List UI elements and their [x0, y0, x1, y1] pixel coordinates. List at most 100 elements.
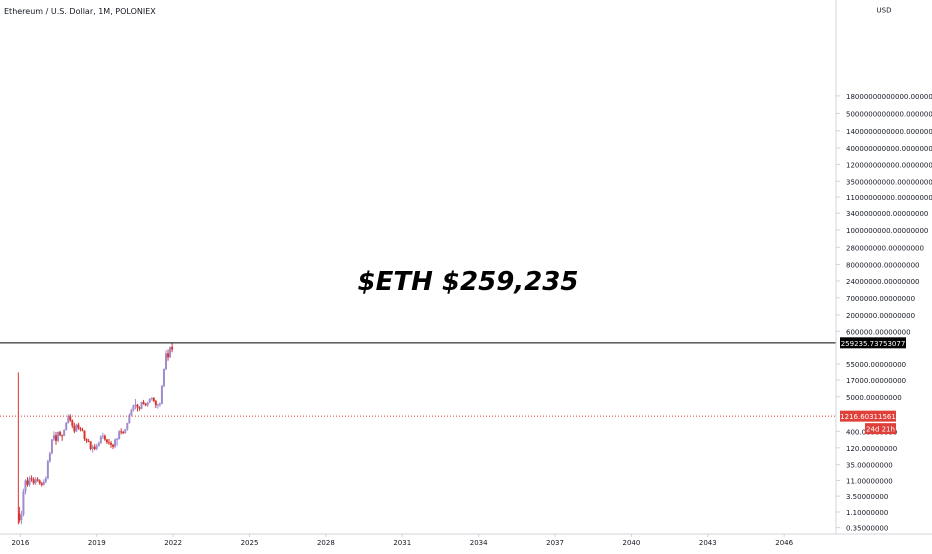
candle-body: [165, 353, 167, 370]
candle-body: [101, 435, 104, 437]
candle-body: [63, 430, 66, 436]
current-price-tag: [840, 410, 896, 422]
candle-body: [132, 405, 135, 411]
candle-body: [40, 483, 43, 485]
symbol-title: Ethereum / U.S. Dollar, 1M, POLONIEX: [4, 7, 156, 16]
candle-body: [126, 422, 129, 430]
price-tick-label: 5000000000000.00000000: [846, 110, 932, 118]
candle-body: [69, 416, 72, 421]
time-tick-label: 2043: [699, 539, 717, 547]
candle-body: [52, 435, 55, 440]
candle-body: [162, 369, 165, 387]
price-tick-label: 0.35000000: [846, 525, 888, 533]
current-price-label: 1216.60311561: [840, 413, 896, 421]
countdown-tag: [865, 423, 896, 435]
candle-body: [18, 513, 21, 521]
price-axis-panel[interactable]: [836, 0, 932, 534]
horizontal-line-price-tag: [840, 337, 906, 349]
candle-body: [38, 480, 41, 484]
candle-body: [75, 424, 78, 432]
candle-body: [42, 481, 45, 485]
candle-body: [71, 420, 74, 426]
price-tick-label: 1400000000000.00000000: [846, 128, 932, 136]
candles-layer: [17, 342, 174, 525]
price-tick-label: 24000000.00000000: [846, 278, 919, 286]
candle-body: [122, 432, 125, 434]
candle-body: [114, 439, 117, 447]
candle-body: [67, 416, 70, 423]
candle-body: [167, 353, 170, 358]
candle-body: [79, 428, 82, 430]
chart-annotation[interactable]: $ETH $259,235: [358, 267, 579, 297]
candle-body: [105, 439, 108, 443]
price-tick-label: 600000.00000000: [846, 328, 911, 336]
price-tick-label: 3.50000000: [846, 493, 888, 501]
time-tick-label: 2025: [241, 539, 259, 547]
time-tick-label: 2016: [11, 539, 29, 547]
candle-body: [57, 432, 60, 441]
time-axis-ticks: 2016 2019 2022 2025 2028 2031 2034 2037 2040 2043…: [11, 534, 794, 547]
candle-body: [138, 407, 141, 409]
candle-body: [36, 479, 39, 481]
candle-body: [142, 402, 145, 404]
price-tick-label: 400000000000.00000000: [846, 145, 932, 153]
candle-body: [97, 443, 100, 446]
candle-body: [87, 440, 90, 442]
candle-body: [110, 443, 113, 445]
candle-body: [134, 404, 137, 406]
time-tick-label: 2019: [88, 539, 106, 547]
candle-body: [160, 386, 163, 404]
candle-body: [26, 480, 29, 485]
price-tick-label: 11.00000000: [846, 478, 893, 486]
price-tick-label: 35000000000.00000000: [846, 178, 932, 186]
candle-body: [46, 461, 49, 479]
time-tick-label: 2028: [317, 539, 335, 547]
price-tick-label: 55000.00000000: [846, 361, 906, 369]
candle-body: [48, 453, 51, 462]
candle-body: [116, 438, 119, 440]
time-tick-label: 2037: [546, 539, 564, 547]
price-tick-label: 280000000.00000000: [846, 244, 924, 252]
candle-body: [22, 491, 25, 515]
candle-body: [50, 439, 53, 454]
candle-body: [95, 445, 98, 450]
price-tick-label: 120000000000.00000000: [846, 161, 932, 169]
candle-body: [152, 397, 155, 401]
horizontal-line-price-label: 259235.73753077: [841, 340, 906, 348]
time-tick-label: 2031: [393, 539, 411, 547]
candle-body: [34, 479, 37, 484]
candle-body: [93, 446, 96, 450]
candle-body: [128, 415, 131, 423]
candle-body: [171, 347, 174, 350]
time-axis-panel[interactable]: [0, 534, 932, 550]
candle-body: [150, 397, 153, 399]
candle-body: [24, 480, 27, 492]
price-tick-label: 120.00000000: [846, 445, 897, 453]
candle-body: [103, 435, 106, 440]
time-tick-label: 2034: [470, 539, 488, 547]
price-tick-label: 18000000000000.00000000: [846, 93, 932, 101]
candle-body: [140, 402, 143, 409]
axis-unit-label: USD: [877, 7, 892, 15]
countdown-label: 24d 21h: [866, 426, 895, 434]
candle-body: [61, 435, 64, 437]
candle-body: [59, 432, 62, 436]
candle-body: [55, 435, 58, 441]
candle-body: [28, 478, 31, 485]
candle-body: [136, 404, 139, 408]
candle-body: [73, 425, 76, 432]
candle-body: [65, 422, 68, 431]
price-tick-label: 3400000000.00000000: [846, 210, 928, 218]
candle-body: [83, 430, 86, 439]
candle-body: [154, 400, 157, 406]
time-tick-label: 2022: [164, 539, 182, 547]
candle-body: [120, 431, 123, 433]
price-tick-label: 1000000000.00000000: [846, 227, 928, 235]
time-tick-label: 2040: [622, 539, 640, 547]
candle-body: [99, 436, 102, 444]
candle-body: [118, 431, 121, 439]
candle-body: [158, 403, 161, 405]
candle-body: [32, 479, 35, 484]
